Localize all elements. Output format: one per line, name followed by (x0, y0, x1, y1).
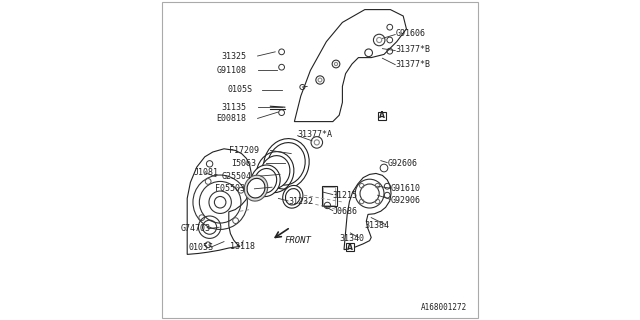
Ellipse shape (251, 165, 280, 196)
Text: F17209: F17209 (229, 146, 259, 155)
Polygon shape (294, 10, 406, 122)
Text: J0686: J0686 (333, 207, 358, 216)
Text: A: A (348, 243, 353, 252)
Bar (322, 186, 337, 206)
Ellipse shape (283, 186, 303, 208)
Bar (346, 243, 355, 251)
Polygon shape (344, 173, 391, 250)
Ellipse shape (260, 156, 290, 189)
Text: 0105S: 0105S (189, 244, 214, 252)
Ellipse shape (247, 178, 265, 198)
Bar (323, 187, 335, 205)
Text: 31340: 31340 (339, 234, 364, 243)
Text: G74703: G74703 (181, 224, 211, 233)
Text: 31232: 31232 (288, 197, 313, 206)
Bar (378, 112, 387, 120)
Text: G91606: G91606 (396, 29, 425, 38)
Text: A: A (380, 111, 385, 120)
Text: G25504: G25504 (221, 172, 251, 180)
Text: 31377*B: 31377*B (396, 45, 430, 54)
Ellipse shape (264, 139, 309, 189)
Ellipse shape (244, 175, 268, 201)
Text: G91108: G91108 (216, 66, 246, 75)
Text: 31135: 31135 (221, 103, 246, 112)
Text: J1081: J1081 (193, 168, 219, 177)
Text: F05503: F05503 (215, 184, 245, 193)
Polygon shape (187, 149, 251, 254)
Text: I5063: I5063 (231, 159, 256, 168)
Text: G92906: G92906 (390, 196, 420, 204)
Text: 31377*B: 31377*B (396, 60, 430, 68)
Text: 31377*A: 31377*A (298, 130, 333, 139)
Text: 13118: 13118 (230, 242, 255, 251)
Text: 31325: 31325 (221, 52, 246, 60)
Text: FRONT: FRONT (285, 236, 312, 245)
Text: A168001272: A168001272 (421, 303, 467, 312)
Text: E00818: E00818 (216, 114, 246, 123)
Text: 31215: 31215 (333, 191, 358, 200)
Text: G92606: G92606 (387, 159, 417, 168)
Text: 31384: 31384 (365, 221, 390, 230)
Text: 0105S: 0105S (228, 85, 253, 94)
Text: G91610: G91610 (390, 184, 420, 193)
